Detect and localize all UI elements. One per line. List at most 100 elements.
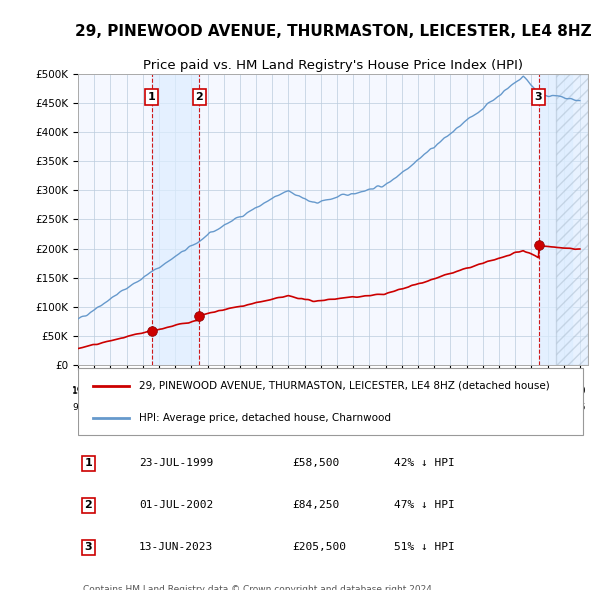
Text: 20: 20: [380, 388, 391, 396]
Text: 16: 16: [412, 403, 424, 412]
Text: 20: 20: [526, 386, 537, 395]
Text: 20: 20: [574, 388, 586, 396]
Text: 20: 20: [185, 386, 197, 395]
Text: 19: 19: [461, 403, 472, 412]
Text: 20: 20: [250, 386, 262, 395]
Bar: [556, 74, 588, 365]
Text: 20: 20: [461, 386, 472, 395]
Text: 20: 20: [396, 388, 407, 396]
Text: 20: 20: [428, 386, 440, 395]
Text: 20: 20: [234, 388, 245, 396]
Text: 19: 19: [121, 386, 133, 395]
Text: 21: 21: [493, 403, 505, 412]
Text: 20: 20: [315, 386, 326, 395]
Text: 20: 20: [250, 388, 262, 396]
Text: 04: 04: [218, 403, 229, 412]
Text: 20: 20: [218, 388, 229, 396]
Text: 19: 19: [104, 386, 116, 395]
Text: 96: 96: [88, 403, 100, 412]
Text: 05: 05: [234, 403, 245, 412]
Text: 3: 3: [535, 92, 542, 102]
Text: 20: 20: [542, 386, 553, 395]
Text: 19: 19: [72, 386, 84, 395]
Text: 20: 20: [461, 388, 472, 396]
Bar: [152, 74, 199, 365]
Text: 20: 20: [185, 388, 197, 396]
Text: 51% ↓ HPI: 51% ↓ HPI: [394, 542, 455, 552]
Text: 20: 20: [169, 386, 181, 395]
Text: 20: 20: [493, 388, 505, 396]
Text: Contains HM Land Registry data © Crown copyright and database right 2024.: Contains HM Land Registry data © Crown c…: [83, 585, 435, 590]
Text: 26: 26: [574, 403, 586, 412]
Text: 18: 18: [445, 403, 456, 412]
Text: 20: 20: [202, 386, 213, 395]
Text: 20: 20: [202, 388, 213, 396]
Text: 20: 20: [347, 388, 359, 396]
Text: 20: 20: [445, 388, 456, 396]
Text: 20: 20: [347, 386, 359, 395]
Text: 12: 12: [347, 403, 359, 412]
Text: 22: 22: [509, 403, 521, 412]
Text: 19: 19: [72, 388, 84, 396]
Text: 25: 25: [558, 403, 569, 412]
Text: 02: 02: [185, 403, 197, 412]
Text: 10: 10: [315, 403, 326, 412]
Text: 47% ↓ HPI: 47% ↓ HPI: [394, 500, 455, 510]
Text: 42% ↓ HPI: 42% ↓ HPI: [394, 458, 455, 468]
Text: 20: 20: [509, 386, 521, 395]
Text: 20: 20: [477, 388, 488, 396]
Text: 06: 06: [250, 403, 262, 412]
Text: 17: 17: [428, 403, 440, 412]
Text: 2: 2: [196, 92, 203, 102]
Text: 1: 1: [148, 92, 155, 102]
Text: 19: 19: [121, 388, 133, 396]
Text: 20: 20: [153, 386, 164, 395]
Text: 29, PINEWOOD AVENUE, THURMASTON, LEICESTER, LE4 8HZ: 29, PINEWOOD AVENUE, THURMASTON, LEICEST…: [74, 24, 592, 39]
Text: 20: 20: [169, 388, 181, 396]
Text: 19: 19: [88, 386, 100, 395]
Text: £58,500: £58,500: [292, 458, 340, 468]
Text: 20: 20: [477, 403, 488, 412]
Text: 19: 19: [104, 388, 116, 396]
Text: 20: 20: [299, 388, 310, 396]
Text: 2: 2: [85, 500, 92, 510]
Text: 09: 09: [299, 403, 310, 412]
Text: 20: 20: [283, 388, 294, 396]
Text: HPI: Average price, detached house, Charnwood: HPI: Average price, detached house, Char…: [139, 412, 391, 422]
Text: 20: 20: [364, 388, 375, 396]
Text: 20: 20: [283, 386, 294, 395]
Text: 20: 20: [477, 386, 488, 395]
Text: 20: 20: [266, 388, 278, 396]
Text: 13: 13: [364, 403, 375, 412]
Text: 20: 20: [558, 386, 569, 395]
Text: 08: 08: [283, 403, 294, 412]
Text: 20: 20: [266, 386, 278, 395]
Text: £205,500: £205,500: [292, 542, 346, 552]
Text: 14: 14: [380, 403, 391, 412]
Text: 20: 20: [331, 386, 343, 395]
Text: 13-JUN-2023: 13-JUN-2023: [139, 542, 214, 552]
Text: 19: 19: [137, 386, 149, 395]
Text: £84,250: £84,250: [292, 500, 340, 510]
Text: 24: 24: [542, 403, 553, 412]
Text: 07: 07: [266, 403, 278, 412]
Text: 98: 98: [121, 403, 133, 412]
Text: 20: 20: [380, 386, 391, 395]
Text: 97: 97: [104, 403, 116, 412]
Text: 20: 20: [509, 388, 521, 396]
Text: 29, PINEWOOD AVENUE, THURMASTON, LEICESTER, LE4 8HZ (detached house): 29, PINEWOOD AVENUE, THURMASTON, LEICEST…: [139, 381, 550, 391]
Text: 20: 20: [558, 388, 569, 396]
Text: 95: 95: [72, 403, 84, 412]
Text: 1: 1: [85, 458, 92, 468]
Text: 01-JUL-2002: 01-JUL-2002: [139, 500, 214, 510]
Text: 20: 20: [299, 386, 310, 395]
Text: 15: 15: [396, 403, 407, 412]
Text: 20: 20: [234, 386, 245, 395]
Text: 20: 20: [153, 388, 164, 396]
Text: 3: 3: [85, 542, 92, 552]
Text: 20: 20: [412, 386, 424, 395]
Text: Price paid vs. HM Land Registry's House Price Index (HPI): Price paid vs. HM Land Registry's House …: [143, 59, 523, 72]
Text: 20: 20: [315, 388, 326, 396]
Text: 01: 01: [169, 403, 181, 412]
Text: 20: 20: [412, 388, 424, 396]
